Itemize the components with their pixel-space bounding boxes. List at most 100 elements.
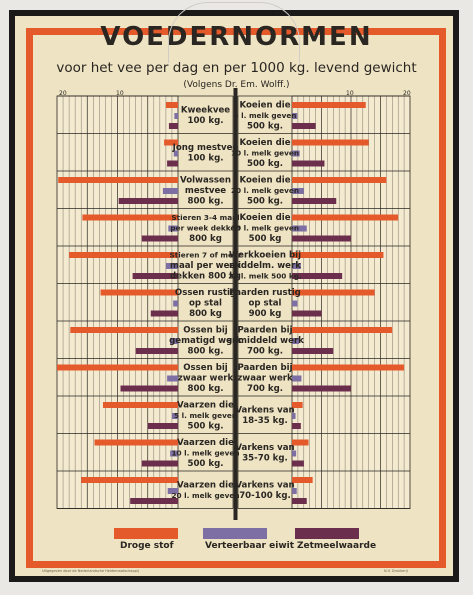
row-label-right-5-0: Paarden rustig xyxy=(229,288,301,298)
legend-label-droge-stof: Droge stof xyxy=(120,541,174,551)
row-label-right-8-1: 18-35 kg. xyxy=(242,416,288,426)
tick-right-20: 20 xyxy=(403,90,411,97)
bar-right-3-verteerbaar_eiwit xyxy=(292,225,307,232)
row-label-right-0-1: 5 l. melk geven xyxy=(234,111,297,120)
row-label-right-4-2: 20 l. melk 500 kg. xyxy=(228,271,302,280)
bar-left-10-zetmeelwaarde xyxy=(130,498,178,504)
bar-left-3-droge_stof xyxy=(82,214,178,221)
bar-left-2-droge_stof xyxy=(58,177,178,183)
tick-right-10: 10 xyxy=(346,90,354,97)
row-label-right-10-0: Varkens van xyxy=(235,481,294,491)
bar-left-8-droge_stof xyxy=(102,402,178,408)
row-label-left-9-1: 10 l. melk geven xyxy=(171,448,239,457)
row-label-left-8-0: Vaarzen die xyxy=(177,400,234,410)
bar-right-6-zetmeelwaarde xyxy=(292,348,334,354)
row-label-left-7-1: zwaar werk xyxy=(178,373,234,383)
bar-right-3-droge_stof xyxy=(292,214,399,221)
bar-right-1-zetmeelwaarde xyxy=(292,160,325,167)
row-label-left-3-0: Stieren 3-4 maal xyxy=(171,213,239,222)
legend-swatch-verteerbaar-eiwit xyxy=(203,528,267,539)
poster-title: VOEDERNORMEN xyxy=(100,22,373,52)
bar-left-0-droge_stof xyxy=(165,102,178,108)
footer-right: N.V. Drukkerij xyxy=(384,569,408,573)
frame-left xyxy=(26,28,33,568)
bar-left-2-zetmeelwaarde xyxy=(118,198,178,204)
bar-left-9-droge_stof xyxy=(94,439,178,446)
bar-left-9-verteerbaar_eiwit xyxy=(170,450,178,457)
row-label-left-10-1: 20 l. melk geven xyxy=(171,491,239,500)
row-label-left-4-1: maal per week xyxy=(170,261,241,271)
row-label-left-7-0: Ossen bij xyxy=(183,363,228,373)
bar-left-7-verteerbaar_eiwit xyxy=(167,375,178,382)
bar-right-0-verteerbaar_eiwit xyxy=(292,113,298,119)
row-label-left-9-0: Vaarzen die xyxy=(177,438,234,448)
row-label-right-3-0: Koeien die xyxy=(239,213,290,223)
poster-subtitle: voor het vee per dag en per 1000 kg. lev… xyxy=(56,60,417,76)
bar-left-7-zetmeelwaarde xyxy=(120,385,178,392)
row-label-right-9-0: Varkens van xyxy=(235,443,294,453)
row-label-right-6-1: gemiddeld werk xyxy=(226,336,304,346)
frame-top xyxy=(26,28,446,35)
bar-right-8-zetmeelwaarde xyxy=(292,423,301,429)
bar-right-9-verteerbaar_eiwit xyxy=(292,450,297,457)
tick-left-10: 10 xyxy=(116,90,124,97)
row-label-right-10-1: 70-100 kg. xyxy=(239,491,291,501)
bar-left-10-droge_stof xyxy=(81,477,178,483)
bar-left-8-zetmeelwaarde xyxy=(147,423,178,429)
legend-label-zetmeelwaarde: Zetmeelwaarde xyxy=(297,541,377,551)
bar-right-10-zetmeelwaarde xyxy=(292,498,307,504)
center-divider xyxy=(233,88,238,520)
bar-right-8-verteerbaar_eiwit xyxy=(292,413,296,419)
row-label-left-4-2: dekken 800 kg xyxy=(170,271,241,281)
bar-right-8-droge_stof xyxy=(292,402,303,408)
row-label-right-7-0: Paarden bij xyxy=(237,363,292,373)
row-label-right-6-0: Paarden bij xyxy=(237,325,292,335)
row-label-right-5-1: op stal xyxy=(248,298,281,308)
bar-left-6-zetmeelwaarde xyxy=(135,348,178,354)
row-label-left-6-0: Ossen bij xyxy=(183,325,228,335)
bar-right-2-verteerbaar_eiwit xyxy=(292,188,304,194)
row-label-right-6-2: 700 kg. xyxy=(247,346,283,356)
row-label-left-8-1: 5 l. melk geven xyxy=(174,411,237,420)
row-label-left-5-1: op stal xyxy=(189,298,222,308)
tick-left-20: 20 xyxy=(59,90,67,97)
row-label-left-2-1: mestvee xyxy=(185,186,226,196)
bar-right-0-droge_stof xyxy=(292,102,366,108)
row-label-left-8-2: 500 kg. xyxy=(187,421,223,431)
row-label-right-0-2: 500 kg. xyxy=(247,121,283,131)
bar-right-9-droge_stof xyxy=(292,439,309,446)
bar-right-5-droge_stof xyxy=(292,289,375,296)
row-label-left-2-0: Volwassen xyxy=(180,175,231,185)
bar-left-2-verteerbaar_eiwit xyxy=(162,188,178,194)
bar-left-4-verteerbaar_eiwit xyxy=(165,263,178,269)
row-label-right-0-0: Koeien die xyxy=(239,100,290,110)
bar-left-6-verteerbaar_eiwit xyxy=(170,338,178,344)
bar-left-3-verteerbaar_eiwit xyxy=(168,225,178,232)
row-label-right-9-1: 35-70 kg. xyxy=(242,454,288,464)
bar-right-5-verteerbaar_eiwit xyxy=(292,300,298,307)
bar-left-7-droge_stof xyxy=(57,364,178,371)
bar-right-2-droge_stof xyxy=(292,177,387,183)
bar-left-5-droge_stof xyxy=(100,289,178,296)
row-label-right-2-1: 20 l. melk geven xyxy=(231,186,299,195)
bar-left-3-zetmeelwaarde xyxy=(141,235,178,242)
row-label-right-1-0: Koeien die xyxy=(239,138,290,148)
row-label-left-7-2: 800 kg. xyxy=(187,384,223,394)
bar-left-0-verteerbaar_eiwit xyxy=(174,113,178,119)
bar-right-7-zetmeelwaarde xyxy=(292,385,351,392)
bar-right-4-droge_stof xyxy=(292,252,384,258)
row-label-right-4-0: Werkkoeien bij xyxy=(229,250,301,260)
bar-right-7-droge_stof xyxy=(292,364,405,371)
row-label-right-7-2: 700 kg. xyxy=(247,384,283,394)
row-label-left-6-1: gematigd werk xyxy=(169,336,242,346)
row-label-right-1-1: 10 l. melk geven xyxy=(231,148,299,157)
legend-label-verteerbaar-eiwit: Verteerbaar eiwit xyxy=(205,541,295,551)
bar-left-4-droge_stof xyxy=(69,252,178,258)
row-label-right-1-2: 500 kg. xyxy=(247,159,283,169)
row-label-right-4-1: middelm. werk xyxy=(229,261,301,271)
bar-left-6-droge_stof xyxy=(70,327,178,333)
bar-left-5-verteerbaar_eiwit xyxy=(173,300,178,307)
row-label-right-7-1: zwaar werk xyxy=(237,373,293,383)
bar-left-8-verteerbaar_eiwit xyxy=(171,413,178,419)
bar-right-5-zetmeelwaarde xyxy=(292,310,322,317)
